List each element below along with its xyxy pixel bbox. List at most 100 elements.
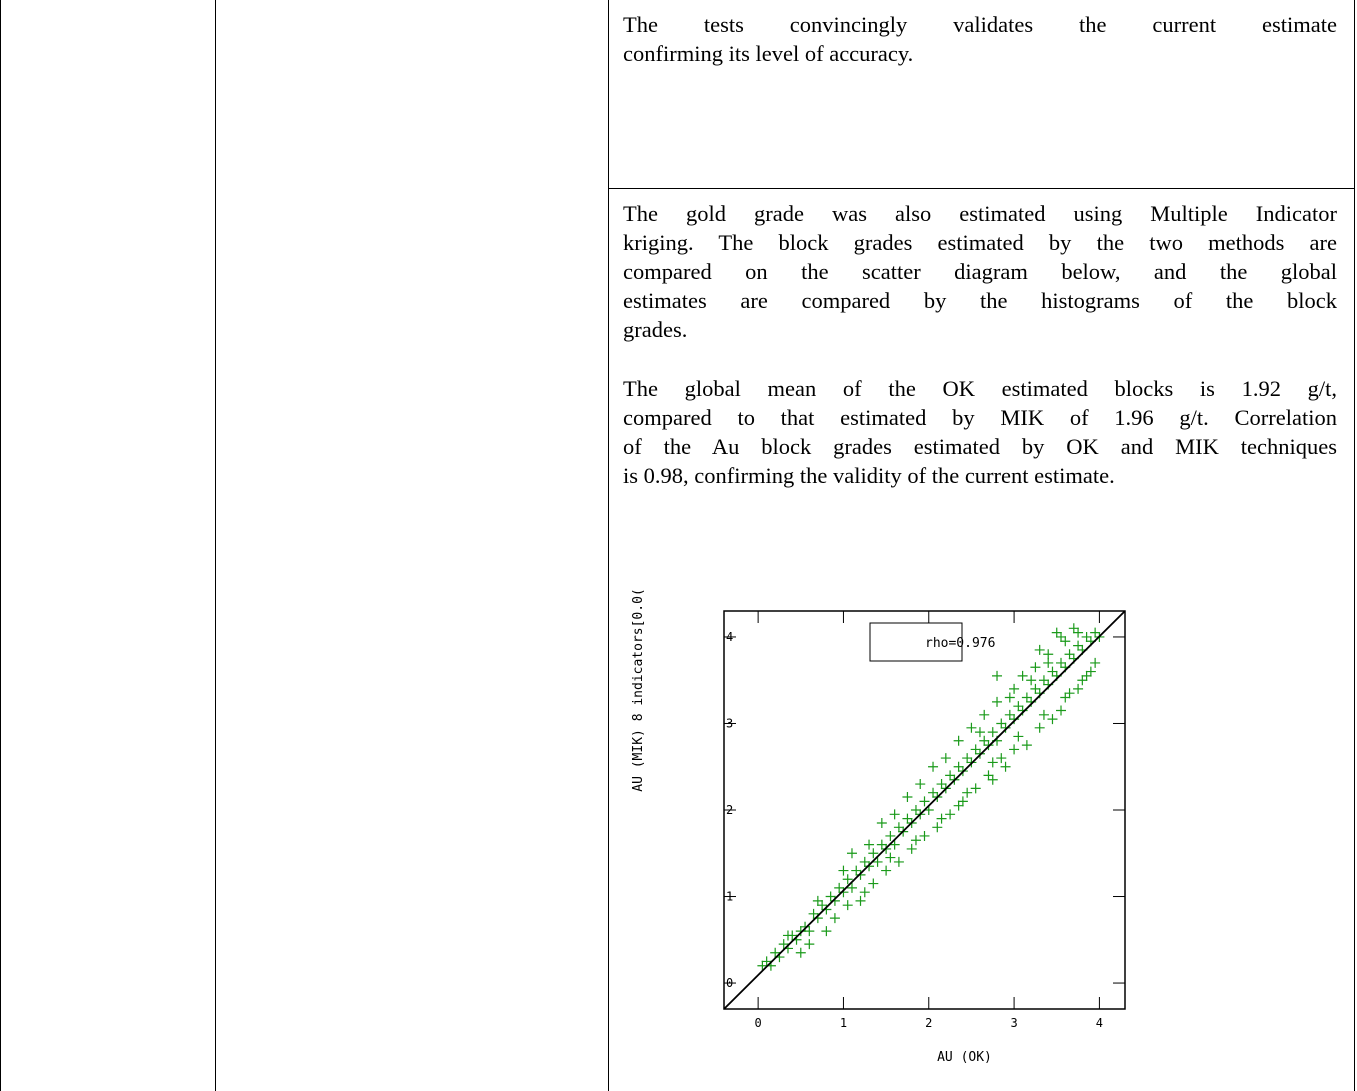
scatter-point bbox=[851, 865, 862, 876]
scatter-point bbox=[761, 956, 772, 967]
scatter-point bbox=[979, 709, 990, 720]
scatter-point bbox=[838, 887, 849, 898]
scatter-chart: 0 1 2 3 4 0 1 2 3 4 rho=0.976 AU (OK) AU (MIK) 8 … bbox=[631, 588, 1126, 1065]
scatter-point bbox=[1047, 714, 1058, 725]
text-line: compared to that estimated by MIK of 1.9… bbox=[623, 405, 1337, 430]
paragraph-global-mean: The global mean of the OK estimated bloc… bbox=[623, 374, 1337, 490]
x-tick-label: 2 bbox=[925, 1016, 932, 1030]
scatter-point bbox=[846, 848, 857, 859]
scatter-point bbox=[1081, 670, 1092, 681]
scatter-point bbox=[970, 744, 981, 755]
scatter-point bbox=[825, 891, 836, 902]
scatter-point bbox=[1068, 623, 1079, 634]
scatter-point bbox=[804, 926, 815, 937]
scatter-point bbox=[957, 796, 968, 807]
table-border-right bbox=[1354, 0, 1355, 1091]
text-line: compared on the scatter diagram below, a… bbox=[623, 259, 1337, 284]
reference-line bbox=[723, 610, 1126, 1010]
scatter-point bbox=[962, 753, 973, 764]
scatter-point bbox=[1000, 761, 1011, 772]
scatter-point bbox=[855, 895, 866, 906]
scatter-point bbox=[1034, 644, 1045, 655]
scatter-point bbox=[1060, 636, 1071, 647]
scatter-point bbox=[962, 787, 973, 798]
scatter-point bbox=[804, 939, 815, 950]
table-divider-2 bbox=[608, 0, 609, 1091]
scatter-point bbox=[881, 865, 892, 876]
scatter-point bbox=[855, 869, 866, 880]
scatter-point bbox=[1013, 731, 1024, 742]
scatter-point bbox=[1073, 627, 1084, 638]
scatter-point bbox=[800, 921, 811, 932]
scatter-points bbox=[757, 623, 1105, 971]
scatter-point bbox=[953, 735, 964, 746]
text-line: The tests convincingly validates the cur… bbox=[623, 12, 1337, 37]
scatter-point bbox=[1056, 705, 1067, 716]
scatter-point bbox=[992, 696, 1003, 707]
scatter-point bbox=[983, 770, 994, 781]
scatter-point bbox=[996, 753, 1007, 764]
scatter-point bbox=[1043, 649, 1054, 660]
text-line: confirming its level of accuracy. bbox=[623, 41, 914, 66]
text-line: is 0.98, confirming the validity of the … bbox=[623, 463, 1115, 488]
annotation-box bbox=[869, 622, 963, 662]
scatter-point bbox=[864, 839, 875, 850]
text-line: estimates are compared by the histograms… bbox=[623, 288, 1337, 313]
scatter-point bbox=[889, 809, 900, 820]
scatter-point bbox=[868, 878, 879, 889]
scatter-point bbox=[829, 913, 840, 924]
scatter-point bbox=[1021, 740, 1032, 751]
scatter-point bbox=[1090, 627, 1101, 638]
scatter-point bbox=[953, 761, 964, 772]
scatter-point bbox=[757, 960, 768, 971]
scatter-point bbox=[1017, 705, 1028, 716]
scatter-point bbox=[1038, 709, 1049, 720]
text-line: of the Au block grades estimated by OK a… bbox=[623, 434, 1337, 459]
scatter-point bbox=[1034, 722, 1045, 733]
scatter-point bbox=[1064, 688, 1075, 699]
scatter-point bbox=[910, 805, 921, 815]
text-line: grades. bbox=[623, 317, 688, 342]
scatter-point bbox=[859, 856, 870, 867]
scatter-point bbox=[1004, 709, 1015, 720]
y-tick-label: 0 bbox=[726, 976, 733, 990]
scatter-point bbox=[1013, 701, 1024, 712]
scatter-point bbox=[936, 813, 947, 824]
text-line: The global mean of the OK estimated bloc… bbox=[623, 376, 1337, 401]
scatter-point bbox=[821, 904, 832, 915]
paragraph-tests-validate: The tests convincingly validates the cur… bbox=[623, 10, 1337, 68]
scatter-point bbox=[817, 900, 828, 911]
scatter-point bbox=[829, 895, 840, 906]
scatter-point bbox=[1073, 640, 1084, 651]
scatter-point bbox=[1017, 670, 1028, 681]
scatter-point bbox=[770, 947, 781, 958]
scatter-point bbox=[834, 882, 845, 893]
scatter-point bbox=[983, 740, 994, 751]
scatter-point bbox=[902, 813, 913, 824]
scatter-point bbox=[1090, 657, 1101, 668]
scatter-point bbox=[987, 727, 998, 738]
scatter-point bbox=[1047, 666, 1058, 677]
scatter-point bbox=[945, 809, 956, 820]
y-tick-label: 3 bbox=[726, 716, 733, 730]
scatter-point bbox=[928, 787, 939, 798]
scatter-point bbox=[915, 779, 926, 790]
x-tick-label: 0 bbox=[755, 1016, 762, 1030]
x-tick-label: 4 bbox=[1096, 1016, 1103, 1030]
scatter-point bbox=[1009, 744, 1020, 755]
y-axis-label: AU (MIK) 8 indicators[0.0( bbox=[631, 588, 646, 792]
y-tick-label: 4 bbox=[726, 630, 733, 644]
scatter-point bbox=[876, 839, 887, 850]
scatter-point bbox=[919, 830, 930, 841]
scatter-point bbox=[1073, 683, 1084, 694]
scatter-point bbox=[996, 718, 1007, 729]
scatter-point bbox=[812, 895, 823, 906]
scatter-point bbox=[1056, 657, 1067, 668]
scatter-point bbox=[1085, 666, 1096, 677]
scatter-point bbox=[889, 839, 900, 850]
scatter-point bbox=[893, 856, 904, 867]
scatter-point bbox=[1043, 657, 1054, 668]
paragraph-mik-comparison: The gold grade was also estimated using … bbox=[623, 199, 1337, 344]
y-tick-label: 2 bbox=[726, 803, 733, 817]
scatter-point bbox=[868, 848, 879, 859]
